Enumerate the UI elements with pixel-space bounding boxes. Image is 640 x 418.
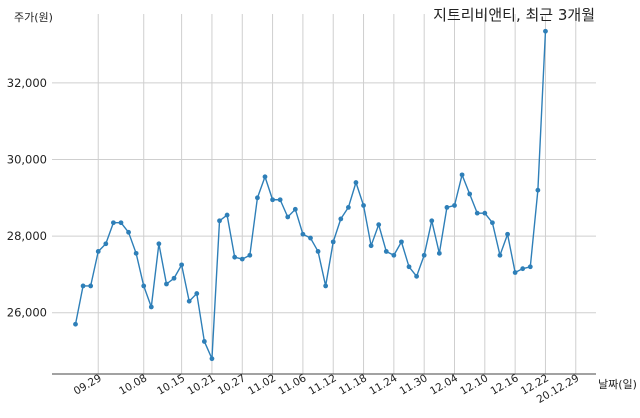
data-point (459, 172, 465, 178)
data-point (239, 256, 245, 262)
data-point (141, 283, 147, 289)
data-point (391, 252, 397, 258)
x-tick-label: 10.21 (185, 372, 217, 397)
data-point (527, 264, 533, 270)
data-point (118, 220, 124, 226)
data-point (201, 339, 207, 344)
data-point (111, 220, 116, 226)
data-point (376, 222, 382, 228)
data-point (171, 275, 177, 281)
data-point (452, 203, 457, 208)
data-point (194, 291, 200, 296)
data-point (345, 205, 351, 210)
data-point (247, 252, 253, 258)
data-point (255, 195, 260, 201)
data-point (323, 283, 329, 289)
data-point (429, 218, 435, 224)
x-tick-label: 10.27 (216, 372, 248, 397)
data-point (95, 249, 101, 254)
data-point (421, 252, 427, 258)
grid-layer (52, 14, 596, 374)
y-tick-label: 32,000 (7, 76, 47, 90)
data-point (133, 250, 139, 256)
data-point (80, 283, 86, 289)
label-layer: 지트리비앤티, 최근 3개월 주가(원) 날짜(일) (14, 6, 637, 391)
data-point (262, 174, 268, 180)
data-point (353, 180, 359, 185)
x-tick-label: 10.15 (155, 372, 187, 397)
data-point (406, 264, 412, 270)
x-tick-label: 11.02 (246, 372, 278, 397)
data-point (224, 212, 230, 218)
data-point (308, 235, 313, 241)
data-point (512, 270, 518, 275)
data-point (497, 252, 503, 258)
data-point (270, 197, 275, 203)
data-point (300, 231, 306, 237)
data-point (179, 262, 185, 268)
data-point (156, 241, 162, 247)
x-tick-label: 11.18 (337, 372, 369, 397)
data-point (148, 304, 154, 310)
y-tick-label: 30,000 (7, 153, 47, 167)
data-point (338, 216, 344, 222)
data-point (315, 249, 321, 254)
x-tick-label: 11.24 (367, 372, 399, 398)
data-point (232, 254, 238, 260)
x-axis-label: 날짜(일) (598, 377, 637, 391)
data-point (444, 205, 450, 210)
y-tick-label: 28,000 (7, 229, 47, 243)
x-tick-label: 09.29 (72, 372, 104, 397)
x-tick-label: 12.10 (458, 372, 490, 397)
x-tick-label: 11.30 (398, 372, 430, 397)
data-point (164, 281, 169, 287)
x-tick-label: 12.04 (428, 372, 460, 398)
data-point (399, 239, 404, 245)
data-point (126, 229, 131, 235)
data-point (88, 283, 94, 289)
data-point (186, 298, 192, 304)
data-point (330, 239, 336, 245)
data-point (543, 28, 548, 34)
y-axis-label: 주가(원) (14, 11, 53, 24)
data-point (217, 218, 222, 224)
data-point (520, 266, 526, 272)
data-point (505, 231, 510, 237)
series-layer (73, 28, 548, 362)
data-point (414, 273, 419, 279)
y-tick-label: 26,000 (7, 306, 47, 320)
data-point (436, 250, 442, 256)
chart-title: 지트리비앤티, 최근 3개월 (433, 6, 595, 24)
data-point (474, 210, 480, 216)
x-tick-label: 12.16 (489, 372, 521, 398)
data-point (285, 214, 291, 220)
data-point (209, 356, 215, 362)
data-point (535, 187, 541, 193)
data-point (467, 191, 473, 197)
data-point (361, 203, 366, 208)
series-line (74, 31, 547, 360)
data-point (73, 321, 78, 327)
data-point (292, 206, 298, 212)
x-tick-label: 11.06 (276, 372, 308, 398)
data-point (482, 210, 488, 216)
data-point (490, 220, 495, 226)
data-point (368, 243, 374, 249)
data-point (277, 197, 283, 203)
data-point (383, 249, 389, 254)
x-tick-label: 11.12 (307, 372, 339, 397)
data-point (103, 241, 109, 247)
x-tick-label: 10.08 (117, 372, 149, 397)
